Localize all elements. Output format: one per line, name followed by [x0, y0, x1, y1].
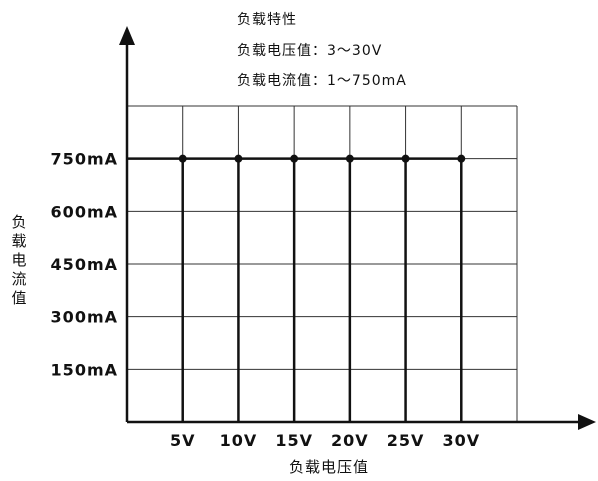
- y-tick-label: 450mA: [51, 255, 118, 274]
- y-axis-arrow-icon: [119, 26, 135, 45]
- grid: [127, 105, 518, 422]
- current-range-text: 负载电流值：1～750mA: [237, 73, 407, 89]
- series: [127, 154, 466, 163]
- x-tick-label: 10V: [220, 431, 258, 450]
- x-tick-labels: 5V 10V 15V 20V 25V 30V: [170, 431, 480, 450]
- voltage-range-text: 负载电压值：3～30V: [237, 43, 383, 59]
- x-tick-label: 30V: [442, 431, 480, 450]
- y-tick-label: 150mA: [51, 360, 118, 379]
- data-point: [234, 154, 243, 163]
- data-point: [457, 154, 466, 163]
- voltage-lines: [181, 158, 463, 422]
- y-axis-label: 负载电流值: [11, 213, 27, 307]
- chart-title: 负载特性: [237, 12, 297, 28]
- x-tick-label: 20V: [331, 431, 369, 450]
- data-point: [345, 154, 354, 163]
- y-tick-label: 300mA: [51, 308, 118, 327]
- x-axis-label: 负载电压值: [289, 458, 370, 476]
- data-point: [401, 154, 410, 163]
- data-point: [290, 154, 299, 163]
- y-tick-label: 600mA: [51, 202, 118, 221]
- x-tick-label: 15V: [275, 431, 313, 450]
- y-tick-label: 750mA: [51, 150, 118, 169]
- x-tick-label: 5V: [170, 431, 196, 450]
- axes: [119, 26, 596, 430]
- y-tick-labels: 150mA 300mA 450mA 600mA 750mA: [51, 150, 118, 380]
- data-point: [178, 154, 187, 163]
- x-tick-label: 25V: [387, 431, 425, 450]
- x-axis-arrow-icon: [578, 414, 596, 430]
